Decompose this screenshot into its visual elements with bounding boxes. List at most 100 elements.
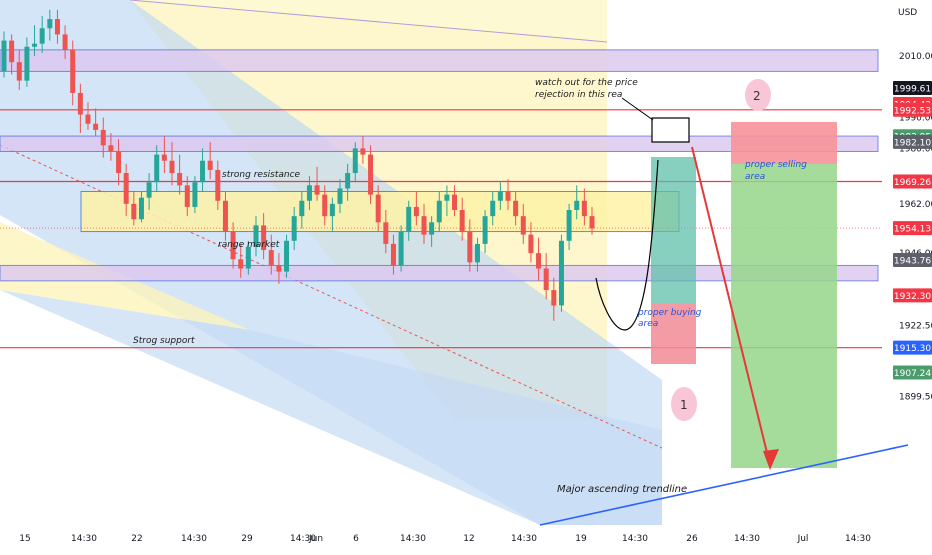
price-label-text: 1969.26 <box>894 178 931 188</box>
candle-body <box>429 222 435 235</box>
candle-body <box>536 253 542 269</box>
time-tick-label: 14:30 <box>400 534 426 544</box>
candle-body <box>32 43 38 47</box>
price-label-badge <box>893 102 932 117</box>
sell-arrow <box>691 146 771 466</box>
buy-target-box <box>651 157 696 304</box>
candle-body <box>474 243 480 263</box>
candle-body <box>459 210 465 232</box>
candle-body <box>444 194 450 201</box>
time-tick-label: 14:30 <box>71 534 97 544</box>
candle-body <box>306 185 312 201</box>
major-trendline <box>539 444 909 526</box>
price-tick-label: 2010.00 <box>899 52 932 62</box>
trade-drawings <box>539 79 909 526</box>
time-tick-label: 14:30 <box>622 534 648 544</box>
candle-body <box>436 200 442 223</box>
candle-body <box>215 169 221 201</box>
price-label-badge <box>893 253 932 268</box>
candle-body <box>581 200 587 217</box>
strong-support-label: Strog support <box>133 336 195 346</box>
price-tick-label: 1899.50 <box>899 392 932 402</box>
upper-channel-yellow <box>0 0 607 40</box>
time-tick-label: 15 <box>19 534 30 544</box>
time-tick-label: 14:30 <box>181 534 207 544</box>
candle-body <box>490 200 496 217</box>
candle-body <box>589 216 595 229</box>
candle-body <box>261 225 267 251</box>
candle-body <box>497 191 503 201</box>
candle-body <box>467 231 473 263</box>
candle-body <box>77 92 83 115</box>
price-label-badge <box>893 134 932 149</box>
price-label-text: 1954.13 <box>894 225 931 235</box>
candle-body <box>138 197 144 220</box>
buying-area-label-1: proper buying <box>637 308 702 318</box>
candle-body <box>184 185 190 207</box>
watch-out-label-2: rejection in this rea <box>535 90 622 100</box>
candle-body <box>9 40 15 63</box>
candle-body <box>62 34 68 50</box>
price-tick-label: 1922.50 <box>899 322 932 332</box>
callout-arrow <box>621 97 654 121</box>
candle-body <box>406 206 412 232</box>
candle-body <box>558 240 564 306</box>
marker-2-label: 2 <box>753 89 761 103</box>
buy-stop-box <box>651 304 696 364</box>
price-label-badge <box>893 174 932 189</box>
candle-body <box>299 200 305 217</box>
candle-body <box>345 173 351 189</box>
price-label-text: 1907.24 <box>894 369 931 379</box>
selling-area-label-2: area <box>745 172 765 182</box>
time-tick-label: 6 <box>353 534 359 544</box>
candle-body <box>360 148 366 155</box>
candle-body <box>337 188 343 204</box>
price-tick-label: 1962.00 <box>899 200 932 210</box>
price-label-badge <box>893 340 932 355</box>
candle-body <box>154 154 160 183</box>
price-label-badge <box>893 288 932 303</box>
candle-body <box>47 19 53 29</box>
price-label-text: 1932.30 <box>894 292 931 302</box>
candle-body <box>284 240 290 272</box>
candle-body <box>54 19 60 35</box>
candle-body <box>368 154 374 195</box>
candle-body <box>413 206 419 217</box>
time-tick-label: 14:30 <box>290 534 316 544</box>
candle-body <box>16 62 22 81</box>
candle-body <box>383 222 389 244</box>
candle-body <box>352 148 358 174</box>
candle-body <box>131 203 137 220</box>
price-label-text: 1992.53 <box>894 106 931 116</box>
price-tick-label: 1980.00 <box>899 144 932 154</box>
time-tick-label: 14:30 <box>845 534 871 544</box>
candle-body <box>421 216 427 235</box>
candle-body <box>253 225 259 247</box>
marker-2-circle <box>745 79 771 111</box>
candle-body <box>70 49 76 93</box>
candle-body <box>245 246 251 269</box>
candle-body <box>93 123 99 130</box>
candle-body <box>276 265 282 272</box>
price-label-text: 1982.10 <box>894 138 931 148</box>
marker-1-label: 1 <box>680 398 688 412</box>
rejection-box <box>651 117 690 143</box>
currency-label: USD <box>898 8 917 18</box>
lower-channel-blue <box>0 290 662 525</box>
candlestick-series <box>1 9 595 321</box>
candle-body <box>520 216 526 235</box>
candle-body <box>108 145 114 152</box>
time-tick-label: 14:30 <box>511 534 537 544</box>
time-tick-label: Jun <box>308 534 323 544</box>
candle-body <box>574 200 580 210</box>
trendline-label: Major ascending trendline <box>557 484 687 495</box>
projected-path <box>595 159 659 331</box>
candle-body <box>85 114 91 124</box>
candle-body <box>169 160 175 174</box>
candle-body <box>329 203 335 217</box>
watch-out-label-1: watch out for the price <box>535 78 638 88</box>
candle-body <box>1 40 7 72</box>
candle-body <box>39 28 45 44</box>
